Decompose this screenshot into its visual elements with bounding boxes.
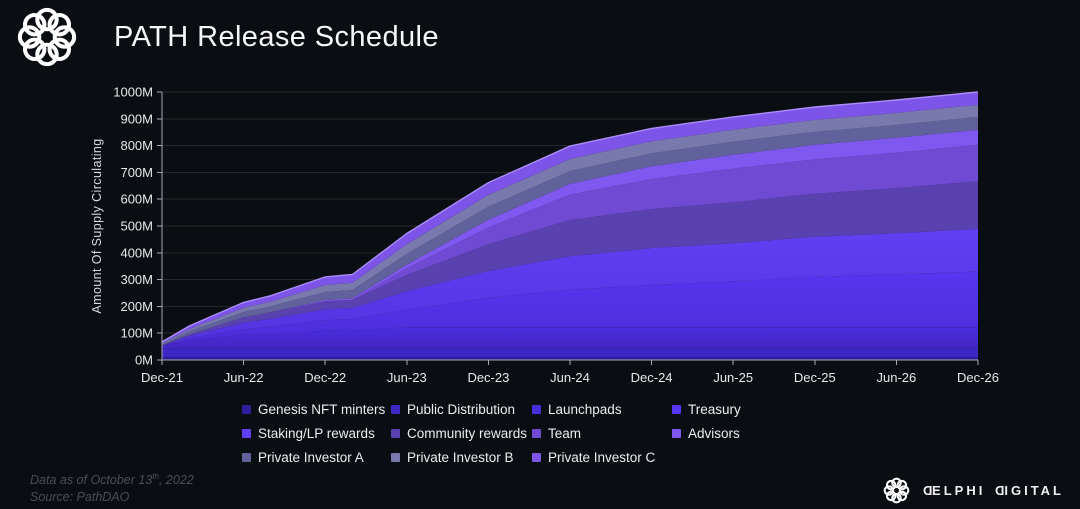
y-tick-label: 800M — [120, 138, 153, 153]
legend-swatch — [391, 404, 400, 414]
x-tick-label: Jun-22 — [224, 370, 264, 385]
legend-label: Treasury — [688, 401, 741, 417]
y-tick-label: 200M — [120, 299, 153, 314]
legend-item: Public Distribution — [391, 397, 532, 421]
y-tick-label: 100M — [120, 326, 153, 341]
legend-swatch — [391, 452, 400, 462]
legend-item: Advisors — [672, 421, 741, 445]
legend-label: Staking/LP rewards — [258, 425, 375, 441]
y-tick-label: 500M — [120, 219, 153, 234]
delphi-digital-logo-icon — [883, 477, 910, 504]
y-tick-label: 700M — [120, 165, 153, 180]
legend-label: Genesis NFT minters — [258, 401, 386, 417]
source-note: Source: PathDAO — [30, 490, 130, 505]
x-tick-label: Dec-25 — [794, 370, 836, 385]
legend-label: Community rewards — [407, 425, 528, 441]
y-axis-title: Amount Of Supply Circulating — [90, 138, 104, 314]
pathdao-logo-icon — [17, 7, 77, 67]
legend-label: Advisors — [688, 425, 740, 441]
legend-label: Team — [548, 425, 582, 441]
legend-swatch — [242, 428, 251, 438]
legend-label: Launchpads — [548, 401, 622, 417]
footer-note: Data as of October 13th, 2022 Source: Pa… — [30, 468, 194, 506]
legend-label: Private Investor A — [258, 449, 364, 465]
y-tick-label: 0M — [135, 353, 153, 368]
legend-swatch — [391, 428, 400, 438]
area-community-rewards — [162, 181, 978, 346]
legend-swatch — [532, 452, 541, 462]
x-tick-label: Dec-22 — [304, 370, 346, 385]
area-launchpads — [162, 327, 978, 349]
x-tick-label: Dec-24 — [631, 370, 673, 385]
envelope-line — [161, 91, 979, 343]
y-tick-label: 300M — [120, 272, 153, 287]
area-private-investor-a — [162, 116, 978, 346]
legend-swatch — [242, 452, 251, 462]
legend-item: Community rewards — [391, 421, 532, 445]
legend-item: Team — [532, 421, 672, 445]
legend-label: Private Investor B — [407, 449, 514, 465]
legend-label: Private Investor C — [548, 449, 656, 465]
legend-item: Private Investor B — [391, 445, 532, 469]
area-public-distribution — [162, 348, 978, 358]
x-tick-label: Jun-23 — [387, 370, 427, 385]
x-tick-label: Dec-26 — [957, 370, 999, 385]
legend-label: Public Distribution — [407, 401, 516, 417]
legend-item: Genesis NFT minters — [242, 397, 391, 421]
area-genesis-nft-minters — [162, 357, 978, 360]
chart-legend: Genesis NFT minters Public Distribution La… — [242, 397, 741, 469]
delphi-digital-brand: DELPHI DIGITAL — [883, 477, 1064, 504]
x-tick-label: Dec-21 — [141, 370, 183, 385]
legend-item: Launchpads — [532, 397, 672, 421]
legend-swatch — [672, 404, 681, 414]
area-treasury — [162, 271, 978, 346]
area-advisors — [162, 129, 978, 346]
legend-swatch — [532, 404, 541, 414]
area-staking-lp-rewards — [162, 228, 978, 346]
data-as-of-note: Data as of October 13th, 2022 — [30, 472, 194, 488]
x-tick-label: Jun-26 — [877, 370, 917, 385]
y-tick-label: 1000M — [113, 85, 153, 100]
delphi-digital-wordmark: DELPHI DIGITAL — [919, 483, 1064, 498]
legend-item: Private Investor C — [532, 445, 672, 469]
legend-swatch — [242, 404, 251, 414]
legend-item: Staking/LP rewards — [242, 421, 391, 445]
x-tick-label: Jun-24 — [550, 370, 590, 385]
legend-item: Private Investor A — [242, 445, 391, 469]
area-team — [162, 144, 978, 346]
y-tick-label: 600M — [120, 192, 153, 207]
legend-swatch — [532, 428, 541, 438]
x-tick-label: Dec-23 — [467, 370, 509, 385]
y-tick-label: 400M — [120, 245, 153, 260]
page-title: PATH Release Schedule — [114, 20, 439, 53]
x-tick-label: Jun-25 — [713, 370, 753, 385]
legend-swatch — [672, 428, 681, 438]
legend-item: Treasury — [672, 397, 741, 421]
header: PATH Release Schedule — [16, 6, 439, 68]
y-tick-label: 900M — [120, 111, 153, 126]
